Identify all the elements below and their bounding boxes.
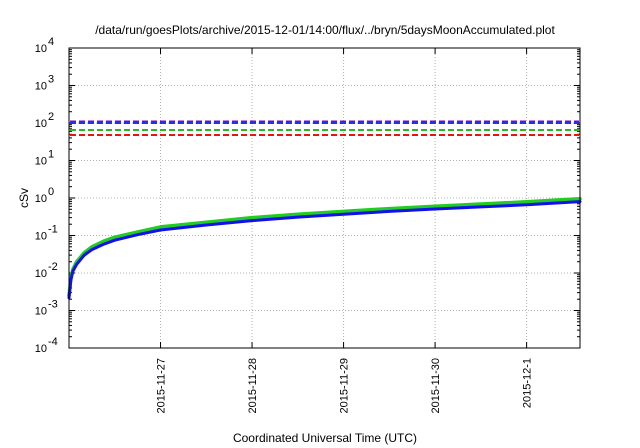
x-tick-label: 2015-11-30 <box>430 358 442 413</box>
series-line <box>67 197 582 298</box>
x-axis-title: Coordinated Universal Time (UTC) <box>233 431 417 445</box>
series-line <box>67 200 582 300</box>
y-tick-exponent: -4 <box>48 336 58 348</box>
chart-title: /data/run/goesPlots/archive/2015-12-01/1… <box>95 23 555 37</box>
plot-frame <box>68 47 581 349</box>
y-tick-exponent: -3 <box>48 299 58 311</box>
y-tick-exponent: 0 <box>48 186 54 198</box>
y-tick-label: 10 <box>35 193 47 205</box>
x-tick-label: 2015-11-27 <box>156 358 168 413</box>
x-tick-label: 2015-11-28 <box>247 358 259 413</box>
y-tick-exponent: -2 <box>48 261 58 273</box>
x-tick-label: 2015-12-1 <box>522 358 534 408</box>
y-axis-title: cSv <box>17 188 31 208</box>
y-tick-exponent: 3 <box>48 74 54 86</box>
y-tick-exponent: 2 <box>48 111 54 123</box>
y-tick-label: 10 <box>35 306 47 318</box>
threshold-lines <box>70 120 579 136</box>
y-tick-exponent: 1 <box>48 149 54 161</box>
x-axis-ticks: 2015-11-27 2015-11-28 2015-11-29 2015-11-30… <box>156 48 534 413</box>
y-tick-label: 10 <box>35 268 47 280</box>
x-tick-label: 2015-11-29 <box>339 358 351 413</box>
y-tick-exponent: -1 <box>48 224 58 236</box>
y-tick-label: 10 <box>35 231 47 243</box>
y-tick-label: 10 <box>35 43 47 55</box>
series-lines <box>67 197 582 300</box>
y-tick-label: 10 <box>35 156 47 168</box>
y-tick-label: 10 <box>35 118 47 130</box>
y-tick-label: 10 <box>35 343 47 355</box>
y-tick-exponent: 4 <box>48 36 54 48</box>
y-tick-label: 10 <box>35 81 47 93</box>
